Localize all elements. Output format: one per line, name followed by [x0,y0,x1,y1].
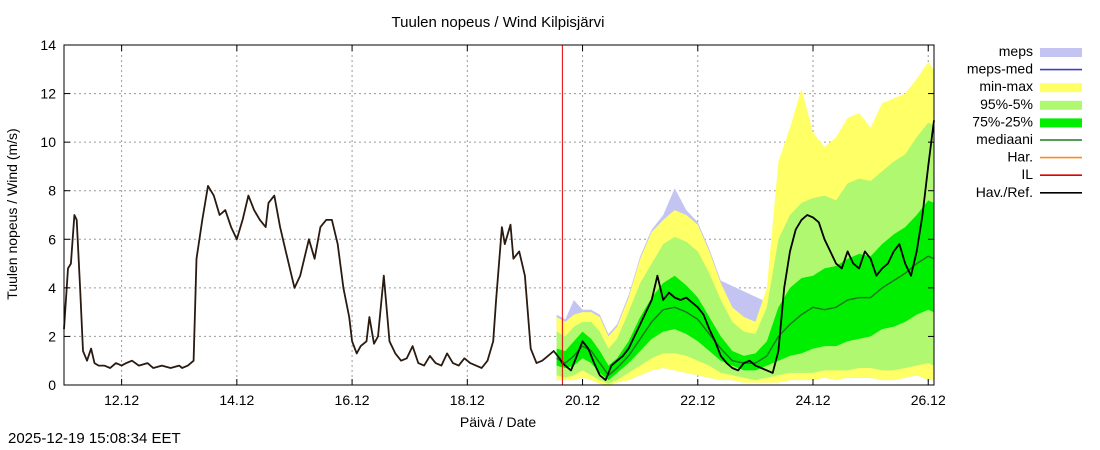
plot-frame [63,44,935,386]
legend-label: min-max [979,78,1033,94]
y-tick-label: 2 [48,328,56,344]
chart-title: Tuulen nopeus / Wind Kilpisjärvi [392,14,605,31]
y-tick-label: 4 [48,280,56,296]
forecast-reference-line [558,120,935,382]
legend-label: mediaani [976,131,1033,147]
x-axis-label: Päivä / Date [460,414,536,430]
legend-label: Hav./Ref. [976,184,1033,200]
legend-label: meps-med [967,61,1033,77]
series-lines [63,45,935,385]
legend-label: Har. [1007,149,1033,165]
ensemble-bands [556,62,934,385]
legend-label: meps [999,43,1033,59]
legend-swatch [1040,100,1082,110]
legend-label: 95%-5% [980,96,1033,112]
y-tick-label: 12 [40,86,56,102]
x-tick-label: 26.12 [911,392,946,408]
x-tick-label: 16.12 [335,392,370,408]
y-tick-label: 10 [40,134,56,150]
x-tick-label: 20.12 [565,392,600,408]
x-tick-label: 12.12 [104,392,139,408]
y-tick-label: 8 [48,183,56,199]
legend-label: 75%-25% [972,113,1033,129]
p75-p25-band [556,200,934,381]
x-tick-label: 14.12 [219,392,254,408]
x-tick-label: 22.12 [680,392,715,408]
x-tick-label: 24.12 [795,392,830,408]
y-axis-label: Tuulen nopeus / Wind (m/s) [4,128,20,299]
legend-swatch [1040,83,1082,93]
legend-swatch [1040,48,1082,57]
y-tick-label: 0 [48,377,56,393]
y-tick-label: 14 [40,37,56,53]
observed-line [63,184,564,369]
x-tick-label: 18.12 [450,392,485,408]
timestamp: 2025-12-19 15:08:34 EET [8,430,181,447]
median-line [556,255,935,377]
y-tick-label: 6 [48,231,56,247]
legend-label: IL [1021,166,1033,182]
axis-ticks: 0 2 4 6 8 10 12 14 12.12 14.12 16.12 18.12 20.12 22.1… [40,37,946,408]
legend-swatch [1040,118,1082,128]
